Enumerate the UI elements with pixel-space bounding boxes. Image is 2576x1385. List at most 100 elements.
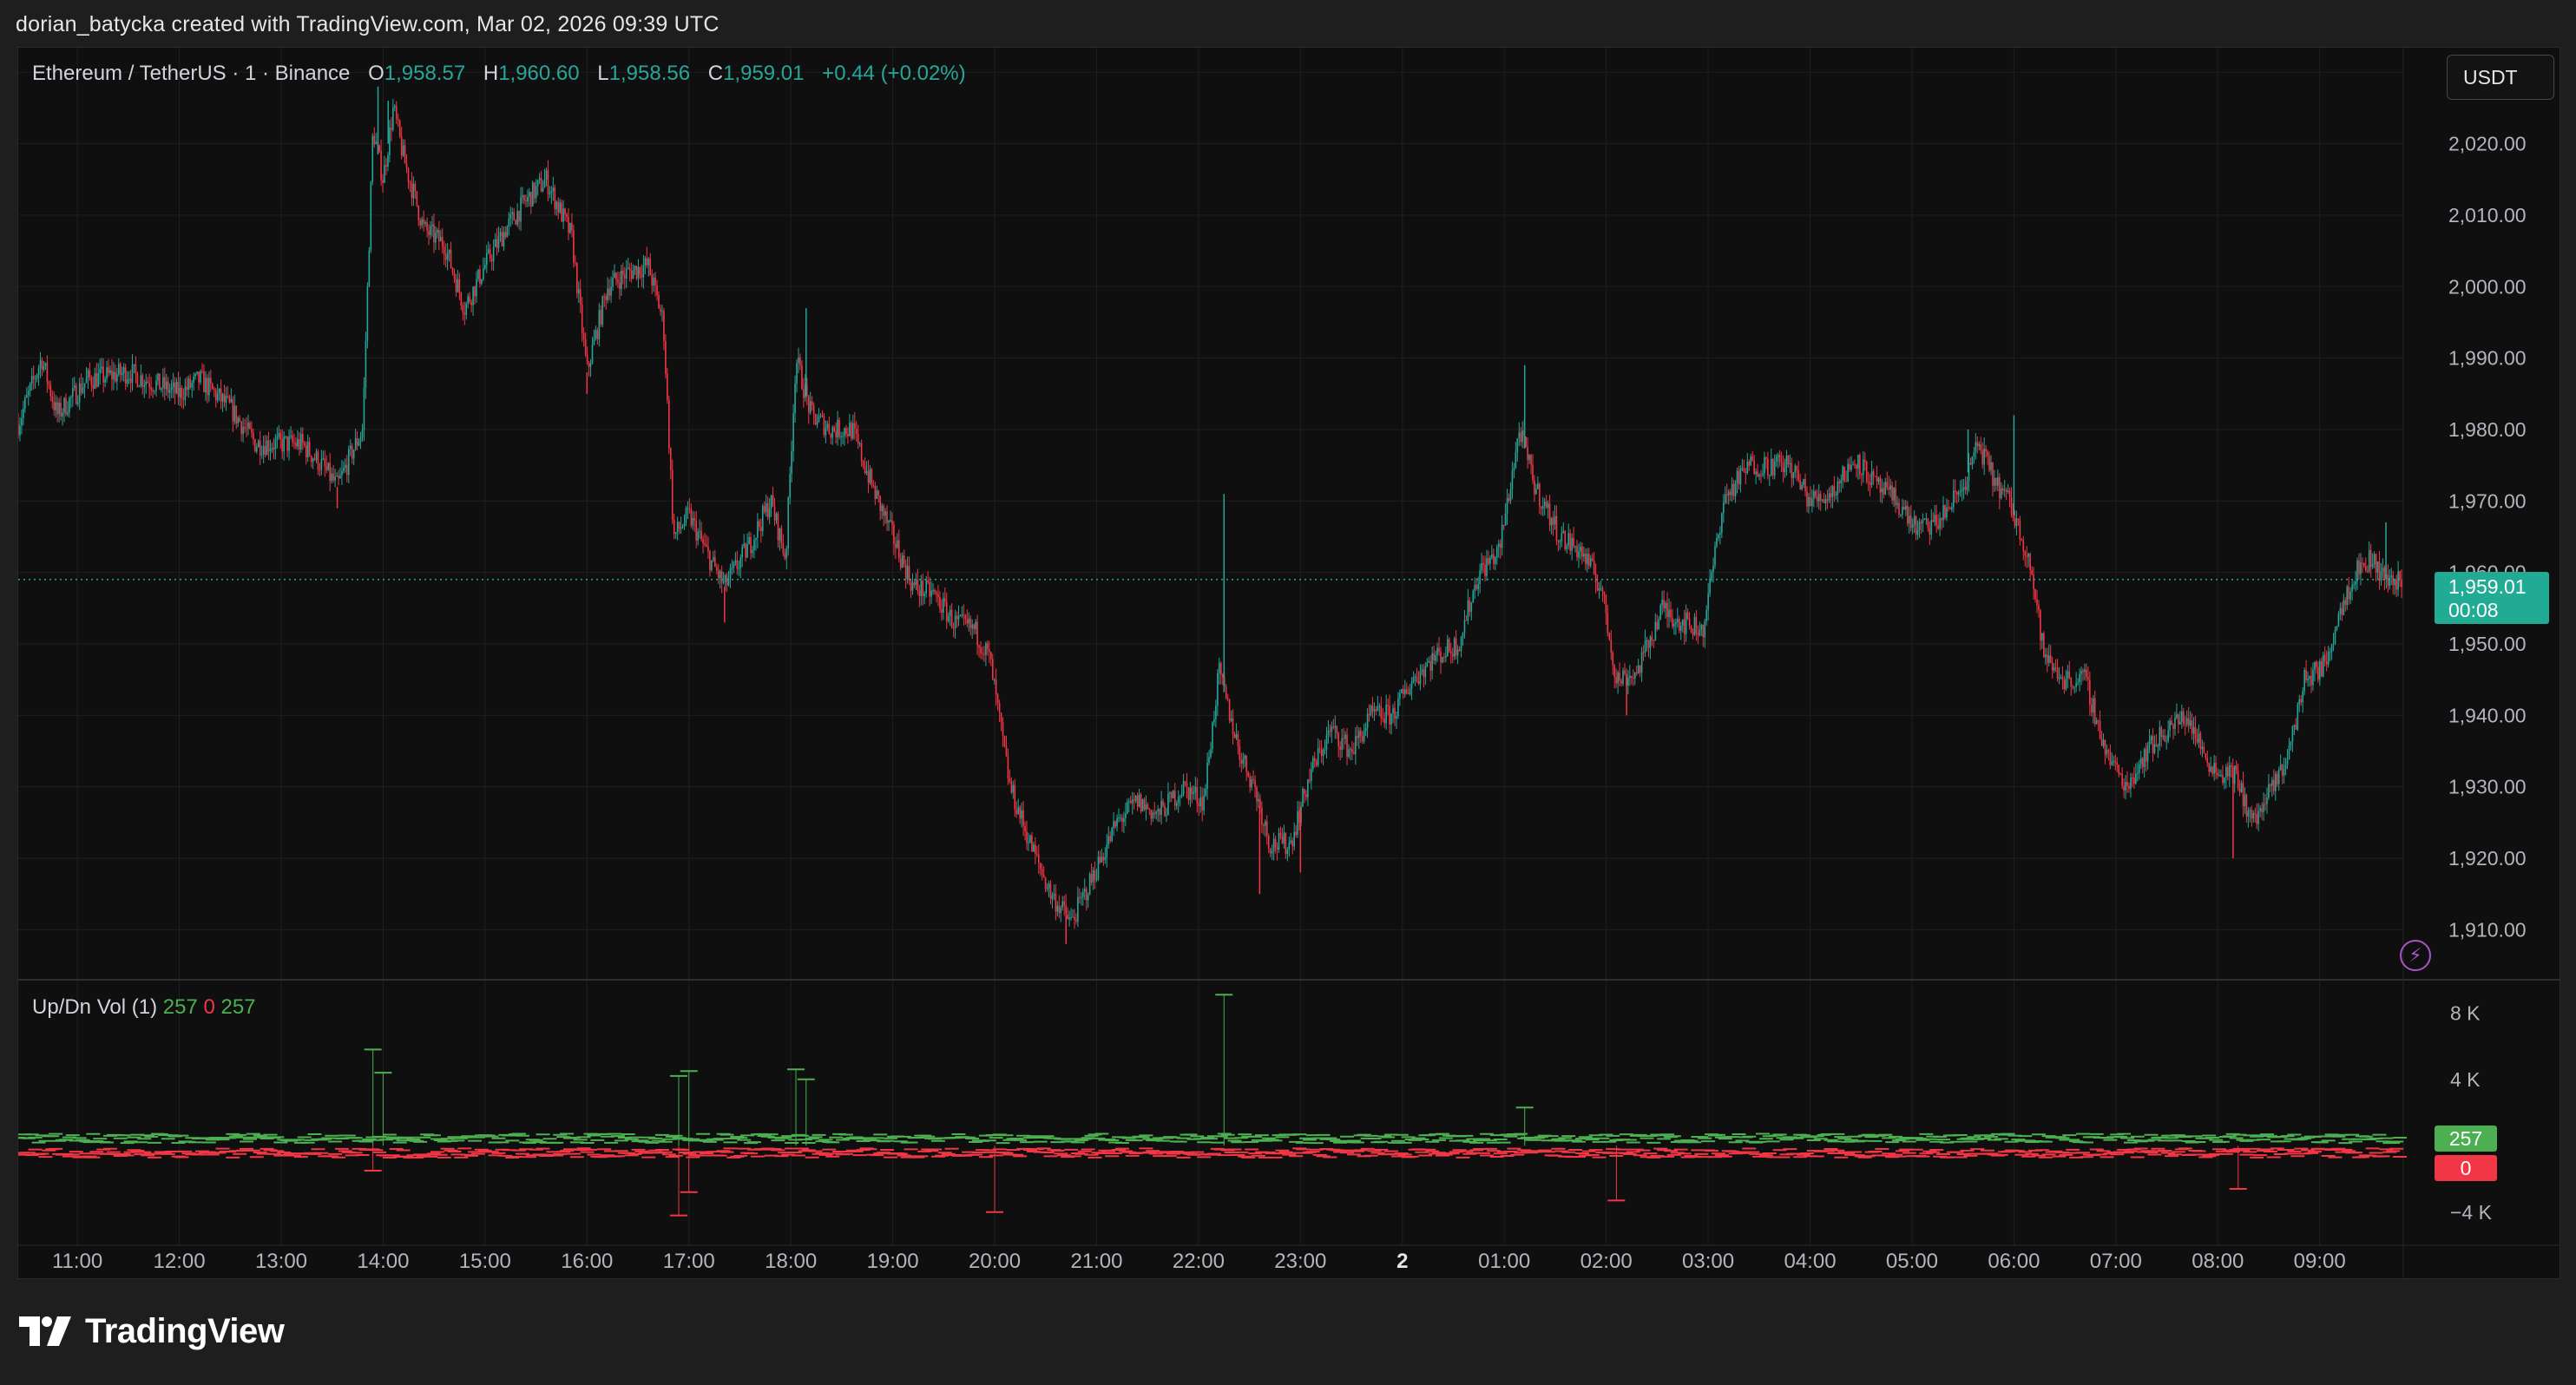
tradingview-logo[interactable]: TradingView xyxy=(19,1307,285,1355)
candle-body xyxy=(852,423,854,439)
candle-body xyxy=(1488,558,1489,564)
candle-body xyxy=(564,208,566,214)
candle-body xyxy=(761,506,764,532)
candle-body xyxy=(1757,471,1758,477)
candle-body xyxy=(533,182,536,199)
candle-body xyxy=(963,614,965,616)
candle-body xyxy=(2063,679,2066,690)
candle-body xyxy=(384,165,385,183)
candle-body xyxy=(2176,714,2178,718)
candle-body xyxy=(750,537,752,554)
candle-body xyxy=(2130,777,2132,790)
candle-body xyxy=(1755,471,1757,475)
candle-body xyxy=(2293,725,2296,726)
candle-body xyxy=(1791,463,1793,478)
candle-body xyxy=(2067,671,2069,679)
candle-body xyxy=(2356,560,2358,582)
candle-body xyxy=(1661,600,1663,606)
candle-body xyxy=(1221,674,1224,678)
candle-body xyxy=(1157,809,1159,812)
candle-body xyxy=(1865,461,1868,482)
candle-body xyxy=(1980,443,1982,450)
candle-body xyxy=(271,448,273,450)
candle-body xyxy=(575,262,576,264)
candle-body xyxy=(1315,761,1318,765)
candle-body xyxy=(2319,660,2321,680)
candle-body xyxy=(504,232,507,238)
candle-body xyxy=(2198,733,2200,743)
candle-body xyxy=(2358,560,2360,574)
candle-body xyxy=(400,136,403,156)
candle-body xyxy=(1777,455,1779,457)
candle-body xyxy=(1293,831,1295,847)
candle-body xyxy=(175,381,178,394)
candle-body xyxy=(2015,518,2018,527)
candle-body xyxy=(681,526,684,528)
candle-body xyxy=(819,415,822,417)
candle-body xyxy=(2065,678,2067,690)
candle-body xyxy=(1785,455,1788,468)
high-label: H xyxy=(483,62,499,85)
chart-canvas[interactable]: 2,030.002,020.002,010.002,000.001,990.00… xyxy=(18,48,2560,1278)
candle-body xyxy=(2206,758,2209,763)
candle-body xyxy=(1925,518,1928,520)
candle-body xyxy=(1423,669,1425,678)
candle-body xyxy=(654,277,656,286)
flash-icon[interactable]: ⚡ xyxy=(2400,940,2431,971)
candle-body xyxy=(1276,847,1278,850)
candle-body xyxy=(644,258,647,266)
candle-body xyxy=(373,135,376,145)
candle-body xyxy=(2123,785,2125,791)
candle-body xyxy=(1692,632,1694,635)
time-axis-label: 09:00 xyxy=(2294,1250,2346,1273)
candle-body xyxy=(1624,670,1626,674)
candle-body xyxy=(455,278,457,292)
chart-frame[interactable]: 2,030.002,020.002,010.002,000.001,990.00… xyxy=(17,47,2560,1279)
candle-body xyxy=(2093,698,2096,725)
candle-body xyxy=(39,360,42,369)
candle-body xyxy=(860,443,863,462)
candle-body xyxy=(2390,575,2393,578)
candle-body xyxy=(780,528,783,543)
candle-body xyxy=(1109,836,1111,841)
candle-body xyxy=(2092,698,2094,712)
candle-body xyxy=(1272,838,1275,851)
candle-body xyxy=(791,450,792,474)
candle-body xyxy=(1758,475,1760,477)
candle-body xyxy=(886,511,888,523)
candle-body xyxy=(1600,587,1602,589)
candle-body xyxy=(2383,568,2386,580)
candle-body xyxy=(470,301,472,305)
candle-body xyxy=(663,311,665,341)
candle-body xyxy=(1629,676,1631,679)
candle-body xyxy=(2133,778,2135,784)
candle-body xyxy=(1455,638,1457,656)
candle-body xyxy=(2155,744,2158,747)
candle-body xyxy=(1359,731,1362,736)
candle-body xyxy=(443,246,445,255)
candle-body xyxy=(2145,749,2147,762)
candle-body xyxy=(713,557,714,561)
candle-body xyxy=(1410,681,1413,689)
volume-indicator-name[interactable]: Up/Dn Vol (1) xyxy=(32,995,158,1019)
candle-body xyxy=(1429,661,1432,671)
candle-body xyxy=(2182,711,2185,724)
candle-body xyxy=(1675,621,1677,624)
candle-body xyxy=(1622,670,1624,684)
candle-body xyxy=(849,423,851,437)
candle-body xyxy=(1981,450,1983,465)
price-axis-label: 2,010.00 xyxy=(2448,204,2527,226)
candle-body xyxy=(1022,810,1024,826)
candle-body xyxy=(1068,917,1070,920)
candle-body xyxy=(2053,667,2055,671)
candle-body xyxy=(729,568,732,580)
candle-body xyxy=(1751,456,1753,461)
candle-body xyxy=(257,440,260,448)
candle-body xyxy=(812,404,815,414)
candle-body xyxy=(1833,485,1836,496)
candle-body xyxy=(1578,551,1580,558)
symbol-title[interactable]: Ethereum / TetherUS · 1 · Binance xyxy=(32,62,351,85)
candle-body xyxy=(2080,670,2082,674)
currency-button[interactable]: USDT xyxy=(2447,55,2554,100)
candle-body xyxy=(2179,721,2181,725)
